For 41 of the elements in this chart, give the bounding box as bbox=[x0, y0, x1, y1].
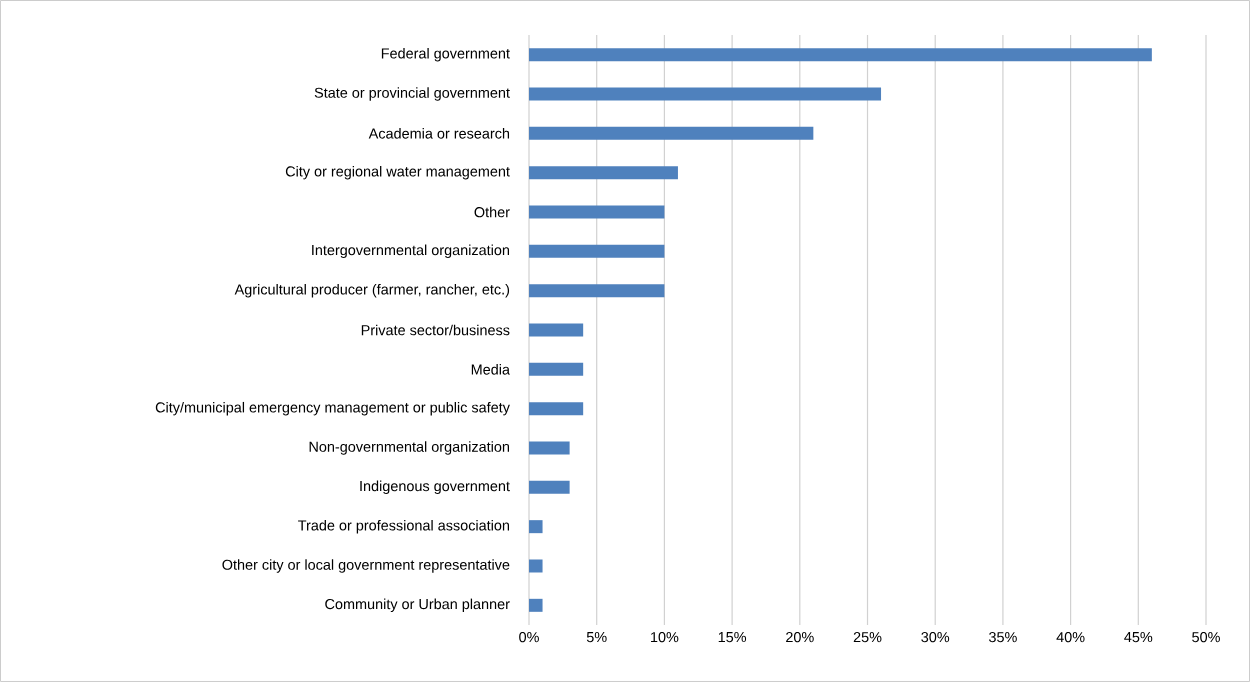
x-tick-label: 30% bbox=[921, 632, 950, 643]
bar bbox=[529, 166, 678, 180]
y-tick-label: Private sector/business bbox=[361, 324, 510, 336]
bar bbox=[529, 598, 543, 612]
y-tick-label: Indigenous government bbox=[360, 480, 510, 495]
y-tick-label: Non-governmental organization bbox=[309, 441, 509, 455]
y-tick-label: Agricultural producer (farmer, rancher, etc.) bbox=[234, 283, 510, 298]
y-tick-label: Community or Urban planner bbox=[325, 598, 510, 613]
bar bbox=[529, 244, 665, 258]
bar bbox=[529, 205, 665, 219]
y-tick-label: Intergovernmental organization bbox=[312, 244, 510, 259]
bar bbox=[529, 48, 1152, 62]
y-tick-label: Trade or professional association bbox=[298, 519, 510, 534]
x-tick-label: 45% bbox=[1124, 632, 1153, 643]
x-tick-label: 35% bbox=[989, 632, 1017, 643]
y-tick-label: Media bbox=[471, 364, 510, 375]
x-tick-label: 25% bbox=[853, 632, 882, 643]
bar bbox=[529, 441, 570, 455]
x-tick-label: 15% bbox=[718, 632, 747, 643]
y-tick-label: Other bbox=[474, 206, 510, 218]
bar bbox=[529, 362, 584, 376]
x-tick-label: 40% bbox=[1056, 632, 1085, 643]
x-tick-label: 50% bbox=[1192, 632, 1220, 643]
bar bbox=[529, 284, 665, 298]
y-tick-label: Other city or local government representative bbox=[222, 559, 510, 573]
bar bbox=[529, 323, 584, 337]
bar bbox=[529, 480, 570, 494]
x-tick-label: 0% bbox=[519, 632, 539, 643]
y-tick-label: State or provincial government bbox=[314, 87, 510, 101]
y-tick-label: City/municipal emergency management or public safety bbox=[155, 401, 510, 416]
bar bbox=[529, 126, 814, 140]
bar bbox=[529, 87, 882, 101]
x-tick-label: 5% bbox=[586, 632, 607, 643]
bar bbox=[529, 559, 543, 573]
bar bbox=[529, 402, 584, 416]
y-tick-label: Federal government bbox=[381, 47, 510, 62]
y-tick-label: City or regional water management bbox=[285, 165, 510, 180]
x-tick-label: 10% bbox=[651, 632, 679, 643]
bar bbox=[529, 520, 543, 534]
x-tick-label: 20% bbox=[786, 632, 814, 643]
y-tick-label: Academia or research bbox=[368, 128, 510, 139]
